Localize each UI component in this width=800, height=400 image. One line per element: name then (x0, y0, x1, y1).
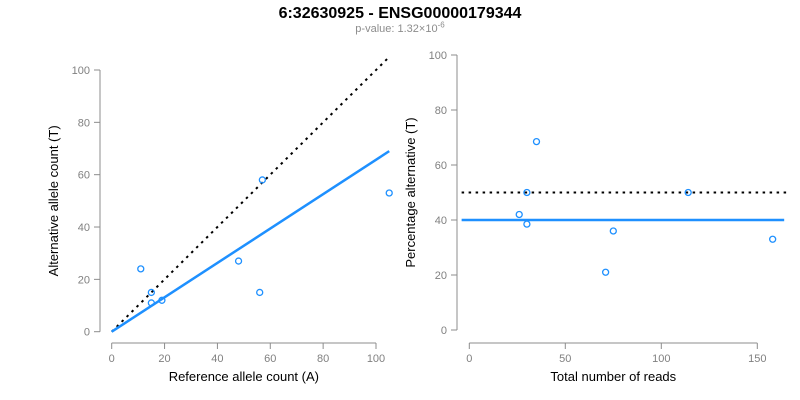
figure-title: 6:32630925 - ENSG00000179344 (278, 5, 522, 22)
y-tick-label: 60 (435, 160, 447, 172)
data-point (256, 288, 264, 297)
x-axis-label: Total number of reads (550, 369, 676, 384)
y-tick-label: 80 (78, 117, 90, 129)
x-tick-label: 150 (748, 353, 766, 365)
data-point (385, 189, 393, 197)
data-point (515, 210, 523, 219)
fit-line (111, 150, 390, 333)
y-tick-label: 20 (78, 274, 90, 286)
x-tick-label: 60 (264, 353, 276, 365)
data-point (234, 257, 243, 265)
data-point (523, 220, 531, 228)
x-tick-label: 20 (158, 353, 170, 365)
data-point (532, 137, 541, 146)
data-point (684, 188, 692, 197)
y-axis-label: Percentage alternative (T) (403, 117, 418, 267)
x-tick-label: 100 (652, 353, 670, 365)
data-point (258, 176, 267, 184)
y-tick-label: 40 (435, 215, 447, 227)
y-tick-label: 40 (78, 222, 90, 234)
x-tick-label: 80 (317, 353, 329, 365)
y-tick-label: 100 (72, 65, 90, 77)
identity-line (110, 57, 389, 333)
y-tick-label: 0 (84, 327, 90, 339)
data-point (147, 288, 155, 297)
y-tick-label: 100 (429, 50, 447, 62)
x-tick-label: 40 (211, 353, 223, 365)
data-point (147, 299, 155, 307)
y-axis-label: Alternative allele count (T) (46, 125, 61, 276)
figure-subtitle: p-value: 1.32×10-6 (0, 20, 800, 35)
data-point (158, 296, 166, 304)
y-tick-label: 60 (78, 170, 90, 182)
x-tick-label: 50 (559, 353, 571, 365)
y-tick-label: 80 (435, 105, 447, 117)
x-axis-label: Reference allele count (A) (169, 369, 319, 384)
data-point (137, 265, 145, 273)
y-tick-label: 20 (435, 270, 447, 282)
p-value-text: p-value: 1.32×10 (355, 23, 438, 35)
y-tick-label: 0 (441, 325, 447, 337)
x-tick-label: 100 (367, 353, 385, 365)
p-value-exponent: -6 (437, 20, 445, 30)
data-point (609, 227, 617, 235)
x-tick-label: 0 (109, 353, 115, 365)
data-point (523, 188, 531, 197)
data-point (601, 268, 610, 276)
x-tick-label: 0 (466, 353, 472, 365)
data-point (769, 235, 777, 243)
